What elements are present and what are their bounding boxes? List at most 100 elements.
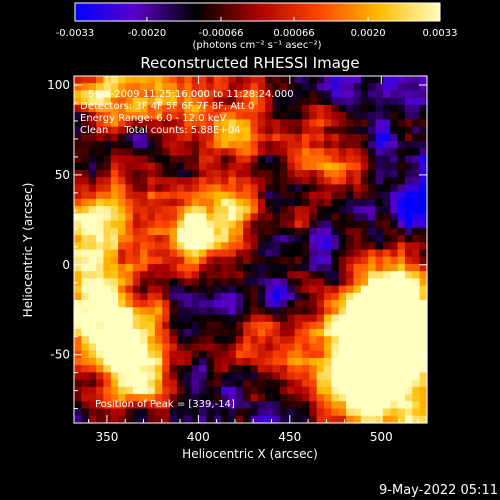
heatmap-cell <box>346 401 355 410</box>
heatmap-cell <box>412 408 421 417</box>
heatmap-cell <box>265 256 274 265</box>
heatmap-cell <box>279 76 288 84</box>
heatmap-cell <box>353 191 362 200</box>
heatmap-cell <box>176 220 185 229</box>
heatmap-cell <box>412 278 421 287</box>
heatmap-cell <box>390 336 399 345</box>
heatmap-cell <box>338 169 347 178</box>
heatmap-cell <box>397 162 406 171</box>
heatmap-cell <box>346 386 355 395</box>
heatmap-cell <box>301 83 310 92</box>
heatmap-cell <box>96 386 105 395</box>
heatmap-cell <box>154 285 163 294</box>
heatmap-cell <box>324 97 332 106</box>
heatmap-cell <box>272 162 281 171</box>
heatmap-cell <box>316 126 325 135</box>
heatmap-cell <box>118 379 127 388</box>
heatmap-cell <box>419 321 428 330</box>
heatmap-cell <box>324 83 332 92</box>
heatmap-cell <box>301 394 310 402</box>
heatmap-cell <box>397 206 406 214</box>
heatmap-cell <box>221 300 230 308</box>
heatmap-cell <box>309 177 318 186</box>
heatmap-cell <box>206 300 215 308</box>
heatmap-cell <box>360 336 369 345</box>
heatmap-cell <box>272 343 281 352</box>
heatmap-cell <box>316 133 325 142</box>
heatmap-cell <box>257 314 266 323</box>
heatmap-cell <box>176 307 185 316</box>
heatmap-cell <box>419 235 428 243</box>
heatmap-cell <box>331 97 340 106</box>
heatmap-cell <box>221 206 230 214</box>
heatmap-cell <box>287 365 296 373</box>
heatmap-cell <box>221 321 230 330</box>
heatmap-cell <box>294 162 303 171</box>
heatmap-cell <box>140 227 149 236</box>
colorbar-tick-label: -0.0020 <box>128 28 167 39</box>
colorbar-ticks: -0.0033 -0.0020 -0.00066 0.00066 0.0020 0.003… <box>56 17 458 39</box>
heatmap-cell <box>360 285 369 294</box>
heatmap-cell <box>221 408 230 417</box>
heatmap-cell <box>360 119 369 128</box>
heatmap-cell <box>316 285 325 294</box>
heatmap-cell <box>338 321 347 330</box>
heatmap-cell <box>316 206 325 214</box>
heatmap-cell <box>324 235 332 243</box>
heatmap-cell <box>360 133 369 142</box>
heatmap-cell <box>279 104 288 113</box>
y-tick-label: 100 <box>47 78 70 92</box>
heatmap-cell <box>324 126 332 135</box>
heatmap-cell <box>353 141 362 149</box>
heatmap-cell <box>368 155 377 164</box>
heatmap-cell <box>88 242 97 251</box>
heatmap-cell <box>287 133 296 142</box>
heatmap-cell <box>287 155 296 164</box>
heatmap-cell <box>279 394 288 402</box>
heatmap-cell <box>132 263 141 272</box>
heatmap-cell <box>191 278 200 287</box>
heatmap-cell <box>169 350 178 359</box>
heatmap-cell <box>316 372 325 381</box>
heatmap-cells <box>74 76 428 424</box>
heatmap-cell <box>235 97 244 106</box>
heatmap-cell <box>368 415 377 424</box>
heatmap-cell <box>199 379 207 388</box>
heatmap-cell <box>235 155 244 164</box>
heatmap-cell <box>375 307 384 316</box>
heatmap-cell <box>272 336 281 345</box>
heatmap-cell <box>103 97 112 106</box>
heatmap-cell <box>125 76 134 84</box>
heatmap-cell <box>353 386 362 395</box>
heatmap-cell <box>206 90 215 99</box>
heatmap-cell <box>390 278 399 287</box>
heatmap-cell <box>243 227 252 236</box>
heatmap-cell <box>316 148 325 157</box>
heatmap-cell <box>213 401 222 410</box>
heatmap-cell <box>294 278 303 287</box>
heatmap-cell <box>419 76 428 84</box>
heatmap-cell <box>140 329 149 337</box>
heatmap-cell <box>191 104 200 113</box>
heatmap-cell <box>103 314 112 323</box>
heatmap-cell <box>96 372 105 381</box>
heatmap-cell <box>375 321 384 330</box>
heatmap-cell <box>324 220 332 229</box>
heatmap-cell <box>243 314 252 323</box>
heatmap-cell <box>390 350 399 359</box>
heatmap-cell <box>147 126 156 135</box>
heatmap-cell <box>118 394 127 402</box>
heatmap-cell <box>235 321 244 330</box>
heatmap-cell <box>213 104 222 113</box>
heatmap-cell <box>199 314 207 323</box>
heatmap-cell <box>375 292 384 301</box>
heatmap-cell <box>140 300 149 308</box>
heatmap-cell <box>118 169 127 178</box>
heatmap-cell <box>206 379 215 388</box>
heatmap-cell <box>346 394 355 402</box>
heatmap-cell <box>147 336 156 345</box>
heatmap-cell <box>331 329 340 337</box>
heatmap-cell <box>346 112 355 120</box>
heatmap-cell <box>206 169 215 178</box>
heatmap-cell <box>228 242 237 251</box>
